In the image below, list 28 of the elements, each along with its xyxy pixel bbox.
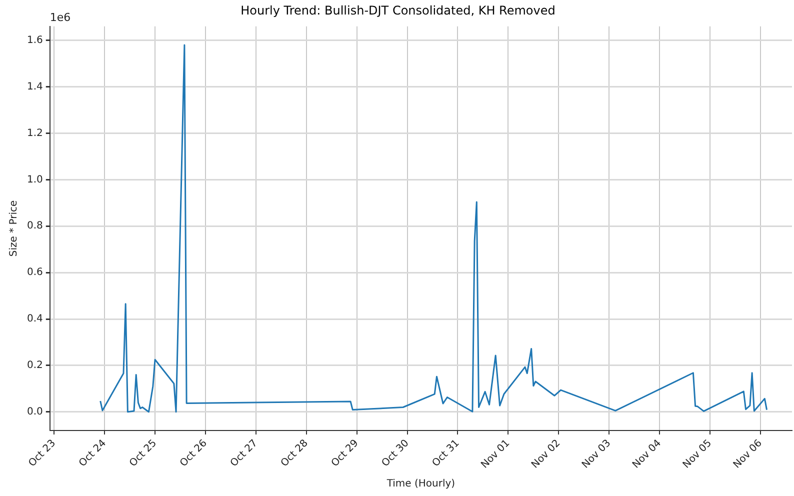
y-tick-label: 0.2 xyxy=(26,360,43,372)
x-tick-label: Oct 28 xyxy=(279,438,310,470)
x-tick-label: Nov 05 xyxy=(681,438,714,471)
x-tick-label: Oct 27 xyxy=(228,438,260,470)
y-tick-label: 1.6 xyxy=(26,34,43,46)
y-tick-label: 1.0 xyxy=(26,174,43,186)
x-tick-label: Oct 29 xyxy=(330,438,361,470)
y-tick-label: 0.8 xyxy=(26,220,43,232)
y-tick-label: 0.4 xyxy=(26,314,43,325)
chart-title: Hourly Trend: Bullish-DJT Consolidated, KH Removed xyxy=(240,3,556,18)
x-tick-label: Nov 06 xyxy=(732,438,764,471)
x-axis-title: Time (Hourly) xyxy=(386,478,456,490)
x-tick-label: Nov 02 xyxy=(530,438,563,471)
x-tick-label: Oct 26 xyxy=(178,438,210,470)
x-tick-label: Oct 30 xyxy=(380,438,412,470)
text: 1e6 xyxy=(50,10,71,24)
y-axis-title: Size * Price xyxy=(8,200,20,257)
x-tick-label: Oct 25 xyxy=(128,438,159,470)
x-tick-label: Oct 23 xyxy=(26,438,58,470)
x-tick-label: Oct 31 xyxy=(430,438,462,470)
y-tick-label: 1.2 xyxy=(26,128,43,139)
y-tick-label: 1.4 xyxy=(26,81,43,92)
x-tick-label: Nov 01 xyxy=(479,438,512,471)
y-tick-label: 0.0 xyxy=(26,406,43,418)
x-tick-label: Nov 04 xyxy=(630,438,664,471)
x-tick-label: Nov 03 xyxy=(580,438,614,471)
y-tick-label: 0.6 xyxy=(26,267,43,278)
x-tick-label: Oct 24 xyxy=(77,438,109,470)
